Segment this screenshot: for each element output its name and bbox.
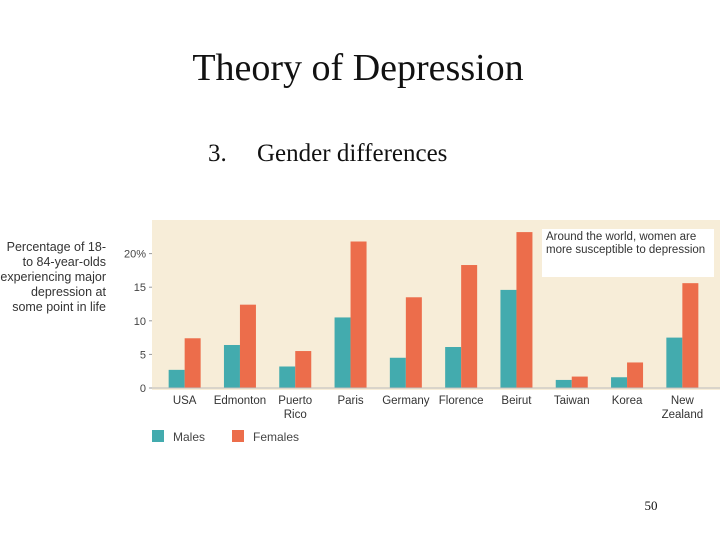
legend-label: Females [253, 430, 299, 444]
x-tick-label: Puerto Rico [278, 395, 313, 421]
x-tick-label-box: Beirut [501, 395, 532, 407]
list-number: 3. [208, 140, 227, 167]
bar [279, 366, 296, 388]
bar [350, 241, 367, 388]
bar [555, 379, 572, 388]
bar [682, 283, 699, 388]
bar [611, 377, 628, 388]
annotation-background [542, 229, 714, 277]
y-tick-label: 20% [124, 249, 146, 261]
x-tick-label-box: Puerto Rico [278, 395, 313, 421]
subtitle: Gender differences [257, 140, 447, 167]
bar [239, 304, 256, 388]
x-tick-label: New Zealand [661, 395, 704, 421]
bar [168, 369, 185, 388]
y-tick-label: 15 [134, 282, 146, 294]
x-tick-label: Edmonton [213, 395, 267, 407]
bar [500, 289, 517, 388]
x-tick-label: Korea [611, 395, 643, 407]
bar [627, 362, 644, 388]
page-number: 50 [645, 498, 658, 513]
bar [389, 357, 406, 388]
bar [571, 376, 588, 388]
x-tick-label-box: Edmonton [213, 395, 267, 407]
bar [334, 317, 351, 388]
x-tick-label: Taiwan [553, 395, 590, 407]
y-axis-label: Percentage of 18- to 84-year-olds experi… [0, 240, 106, 314]
x-tick-label-box: New Zealand [661, 395, 704, 421]
x-tick-label-box: USA [172, 395, 197, 407]
annotation: Around the world, women are more suscept… [546, 231, 706, 257]
legend-swatch [152, 430, 164, 442]
legend-swatch [232, 430, 244, 442]
bar [461, 265, 478, 388]
bar [295, 351, 312, 388]
y-axis-label-box: Percentage of 18- to 84-year-olds experi… [0, 240, 106, 314]
legend-label: Males [173, 430, 205, 444]
x-tick-label: Paris [337, 395, 364, 407]
x-tick-label-box: Florence [438, 395, 484, 407]
bar [666, 337, 683, 388]
y-tick-label: 0 [140, 383, 146, 395]
y-tick-label: 10 [134, 316, 146, 328]
x-tick-label-box: Germany [382, 395, 430, 407]
slide-title: Theory of Depression [192, 47, 523, 89]
annotation-box: Around the world, women are more suscept… [546, 231, 706, 257]
bar [445, 347, 462, 388]
x-tick-label: Florence [438, 395, 484, 407]
x-tick-label: Germany [382, 395, 430, 407]
x-tick-label-box: Paris [337, 395, 364, 407]
x-tick-label-box: Korea [611, 395, 643, 407]
bar [184, 338, 201, 388]
y-tick-label: 5 [140, 349, 146, 361]
bar [223, 344, 240, 388]
x-tick-label: USA [172, 395, 197, 407]
bar [405, 297, 422, 388]
x-tick-label-box: Taiwan [553, 395, 590, 407]
x-tick-label: Beirut [501, 395, 532, 407]
bar [516, 232, 533, 388]
